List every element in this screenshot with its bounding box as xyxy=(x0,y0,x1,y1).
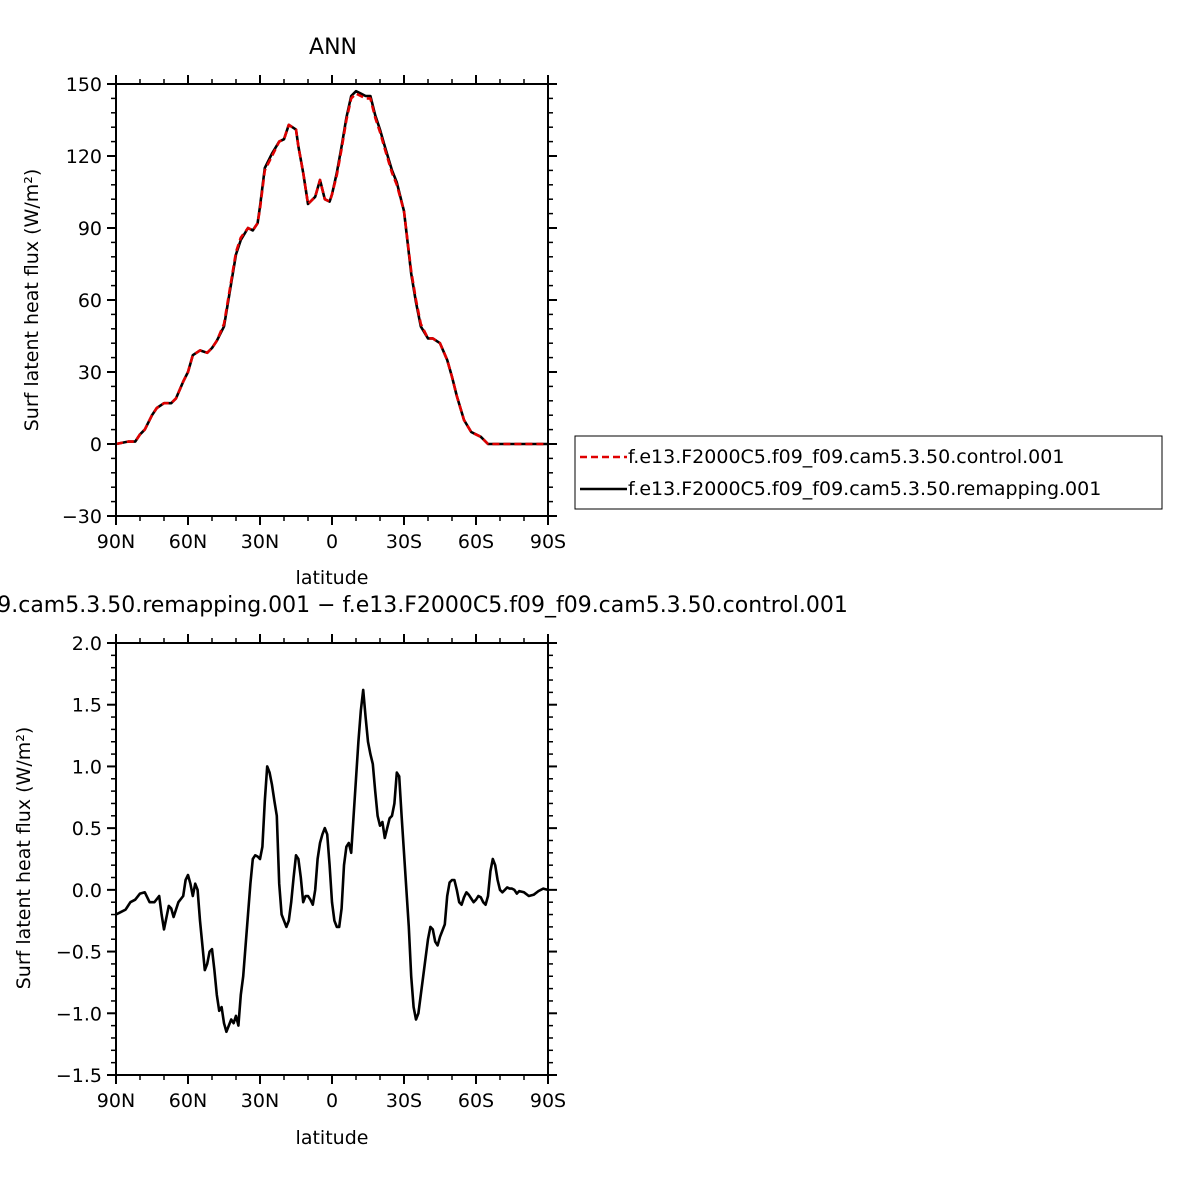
top-y-tick-label: 0 xyxy=(90,434,102,456)
legend-box xyxy=(574,435,1163,510)
bottom-panel: f.e13.F2000C5.f09_f09.cam5.3.50.remappin… xyxy=(0,593,848,1149)
bottom-x-tick-label: 30S xyxy=(386,1090,422,1112)
bottom-y-tick-label: −1.5 xyxy=(56,1065,102,1087)
bottom-y-tick-label: 2.0 xyxy=(72,633,102,655)
top-y-tick-label: 60 xyxy=(78,290,102,312)
top-x-tick-label: 0 xyxy=(326,531,338,553)
top-x-tick-label: 30N xyxy=(241,531,279,553)
legend-entry-remapping: f.e13.F2000C5.f09_f09.cam5.3.50.remappin… xyxy=(628,478,1101,500)
bottom-y-tick-label: 1.5 xyxy=(72,695,102,717)
bottom-series-difference xyxy=(115,688,549,1034)
top-chart-title: ANN xyxy=(309,35,357,60)
top-x-axis-label: latitude xyxy=(296,567,369,589)
bottom-y-tick-label: 1.0 xyxy=(72,756,102,778)
top-x-tick-label: 60N xyxy=(169,531,207,553)
top-x-tick-label: 90N xyxy=(97,531,135,553)
bottom-y-axis-label: Surf latent heat flux (W/m²) xyxy=(13,727,35,990)
bottom-x-tick-label: 90S xyxy=(530,1090,566,1112)
bottom-x-axis-label: latitude xyxy=(296,1127,369,1149)
legend-entry-control: f.e13.F2000C5.f09_f09.cam5.3.50.control.… xyxy=(628,446,1064,468)
bottom-ticks: 90N 60N 30N 0 30S 60S 90S −1.5 −1.0 −0.5 0.0 0.5 1.0… xyxy=(56,633,566,1112)
bottom-chart-title: f.e13.F2000C5.f09_f09.cam5.3.50.remappin… xyxy=(0,593,848,618)
bottom-x-tick-label: 90N xyxy=(97,1090,135,1112)
top-y-tick-label: 30 xyxy=(78,362,102,384)
bottom-x-tick-label: 0 xyxy=(326,1090,338,1112)
bottom-y-tick-label: −0.5 xyxy=(56,942,102,964)
bottom-y-tick-label: 0.5 xyxy=(72,818,102,840)
top-y-axis-label: Surf latent heat flux (W/m²) xyxy=(21,169,43,432)
top-plot-frame xyxy=(115,83,549,517)
top-y-tick-label: 90 xyxy=(78,218,102,240)
bottom-y-tick-label: 0.0 xyxy=(72,880,102,902)
top-y-tick-label: 120 xyxy=(66,146,102,168)
top-panel: ANN 90N 60N 30N 0 30S 60S 90S−300306090120150 … xyxy=(21,35,566,589)
top-x-tick-label: 30S xyxy=(386,531,422,553)
bottom-x-tick-label: 30N xyxy=(241,1090,279,1112)
top-y-tick-label: 150 xyxy=(66,74,102,96)
bottom-x-tick-label: 60N xyxy=(169,1090,207,1112)
bottom-curves xyxy=(115,688,549,1034)
bottom-plot-frame xyxy=(115,642,549,1076)
top-x-tick-label: 90S xyxy=(530,531,566,553)
bottom-x-tick-label: 60S xyxy=(458,1090,494,1112)
bottom-y-tick-label: −1.0 xyxy=(56,1003,102,1025)
top-x-tick-label: 60S xyxy=(458,531,494,553)
top-series-remapping xyxy=(115,89,548,446)
legend: f.e13.F2000C5.f09_f09.cam5.3.50.control.… xyxy=(574,435,1163,510)
top-y-tick-label: −30 xyxy=(62,506,102,528)
top-curves xyxy=(115,89,548,446)
top-ticks: 90N 60N 30N 0 30S 60S 90S −30 0 30 60 90 120 150 xyxy=(62,74,566,553)
top-series-control xyxy=(115,92,548,446)
